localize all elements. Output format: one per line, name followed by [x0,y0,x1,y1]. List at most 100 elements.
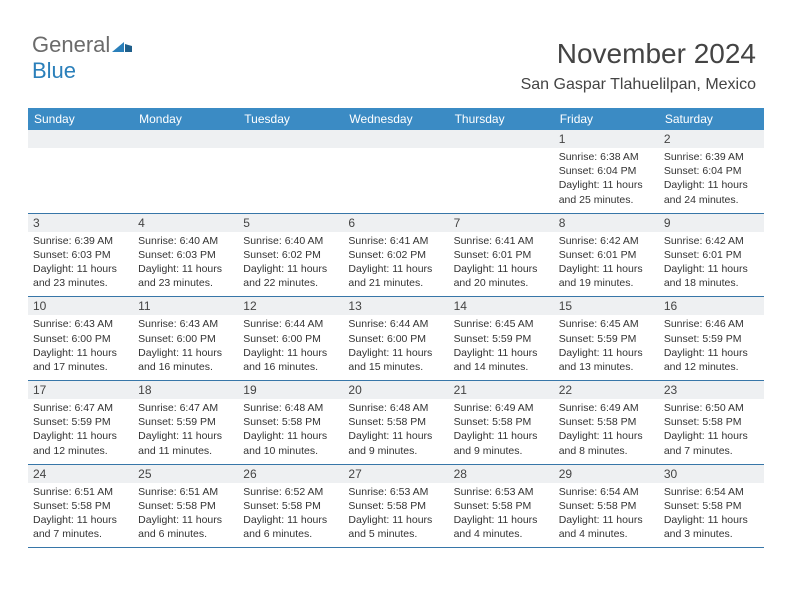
sunrise-label: Sunrise: [454,318,495,330]
sunset-label: Sunset: [243,500,282,512]
calendar-cell: 30Sunrise: 6:54 AMSunset: 5:58 PMDayligh… [659,465,764,548]
day-number: 22 [554,381,659,399]
flag-icon [112,32,132,57]
daylight-label: Daylight: [454,514,498,526]
daylight-label: Daylight: [243,347,287,359]
sunrise-time: 6:50 AM [705,402,744,414]
calendar: Sunday Monday Tuesday Wednesday Thursday… [28,108,764,548]
empty-day [238,130,343,148]
day-info: Sunrise: 6:46 AMSunset: 5:59 PMDaylight:… [664,317,759,374]
sunset-time: 5:59 PM [72,416,111,428]
sunrise-time: 6:45 AM [495,318,534,330]
sunset-label: Sunset: [454,249,493,261]
sunset-time: 5:58 PM [72,500,111,512]
brand-logo: General Blue [32,32,132,84]
day-info: Sunrise: 6:43 AMSunset: 6:00 PMDaylight:… [33,317,128,374]
calendar-cell [133,130,238,213]
sunset-time: 6:03 PM [72,249,111,261]
day-number: 26 [238,465,343,483]
sunrise-label: Sunrise: [33,402,74,414]
day-info: Sunrise: 6:48 AMSunset: 5:58 PMDaylight:… [243,401,338,458]
calendar-cell: 4Sunrise: 6:40 AMSunset: 6:03 PMDaylight… [133,214,238,297]
sunset-label: Sunset: [138,249,177,261]
day-number: 16 [659,297,764,315]
day-info: Sunrise: 6:50 AMSunset: 5:58 PMDaylight:… [664,401,759,458]
sunrise-label: Sunrise: [454,402,495,414]
sunset-time: 5:58 PM [282,500,321,512]
sunrise-time: 6:49 AM [495,402,534,414]
sunrise-label: Sunrise: [243,318,284,330]
day-info: Sunrise: 6:42 AMSunset: 6:01 PMDaylight:… [559,234,654,291]
sunset-time: 5:58 PM [177,500,216,512]
day-info: Sunrise: 6:39 AMSunset: 6:04 PMDaylight:… [664,150,759,207]
day-info: Sunrise: 6:49 AMSunset: 5:58 PMDaylight:… [454,401,549,458]
sunrise-time: 6:43 AM [74,318,113,330]
day-info: Sunrise: 6:44 AMSunset: 6:00 PMDaylight:… [243,317,338,374]
sunrise-time: 6:48 AM [285,402,324,414]
calendar-cell: 29Sunrise: 6:54 AMSunset: 5:58 PMDayligh… [554,465,659,548]
calendar-cell: 10Sunrise: 6:43 AMSunset: 6:00 PMDayligh… [28,297,133,380]
day-number: 9 [659,214,764,232]
sunrise-label: Sunrise: [348,318,389,330]
calendar-week: 10Sunrise: 6:43 AMSunset: 6:00 PMDayligh… [28,297,764,381]
day-info: Sunrise: 6:54 AMSunset: 5:58 PMDaylight:… [559,485,654,542]
sunrise-label: Sunrise: [138,235,179,247]
sunset-label: Sunset: [138,500,177,512]
daylight-label: Daylight: [138,263,182,275]
day-number: 3 [28,214,133,232]
day-info: Sunrise: 6:39 AMSunset: 6:03 PMDaylight:… [33,234,128,291]
brand-line2: Blue [32,58,76,83]
sunrise-time: 6:43 AM [180,318,219,330]
sunset-time: 6:02 PM [282,249,321,261]
calendar-cell: 13Sunrise: 6:44 AMSunset: 6:00 PMDayligh… [343,297,448,380]
calendar-cell [343,130,448,213]
day-number: 6 [343,214,448,232]
sunset-label: Sunset: [664,333,703,345]
sunrise-time: 6:51 AM [74,486,113,498]
calendar-cell: 8Sunrise: 6:42 AMSunset: 6:01 PMDaylight… [554,214,659,297]
sunset-label: Sunset: [664,165,703,177]
day-number: 21 [449,381,554,399]
calendar-cell [449,130,554,213]
sunset-time: 6:00 PM [282,333,321,345]
sunset-time: 6:01 PM [702,249,741,261]
sunset-time: 5:58 PM [702,416,741,428]
calendar-cell: 16 Sunrise: 6:46 AMSunset: 5:59 PMDayligh… [659,297,764,380]
sunset-label: Sunset: [559,416,598,428]
day-info: Sunrise: 6:49 AMSunset: 5:58 PMDaylight:… [559,401,654,458]
calendar-cell: 15Sunrise: 6:45 AMSunset: 5:59 PMDayligh… [554,297,659,380]
empty-day [449,130,554,148]
sunset-label: Sunset: [559,249,598,261]
sunset-time: 6:00 PM [177,333,216,345]
sunset-label: Sunset: [33,500,72,512]
daylight-label: Daylight: [664,347,708,359]
empty-day [343,130,448,148]
day-info: Sunrise: 6:41 AMSunset: 6:01 PMDaylight:… [454,234,549,291]
day-header: Saturday [659,108,764,130]
sunrise-label: Sunrise: [33,318,74,330]
sunset-time: 5:59 PM [597,333,636,345]
sunrise-label: Sunrise: [664,151,705,163]
calendar-cell: 17Sunrise: 6:47 AMSunset: 5:59 PMDayligh… [28,381,133,464]
daylight-label: Daylight: [243,430,287,442]
daylight-label: Daylight: [138,514,182,526]
sunrise-time: 6:40 AM [180,235,219,247]
brand-line1: General [32,32,110,57]
daylight-label: Daylight: [243,514,287,526]
sunset-label: Sunset: [348,500,387,512]
day-number: 15 [554,297,659,315]
day-number: 4 [133,214,238,232]
sunrise-time: 6:49 AM [600,402,639,414]
empty-day [133,130,238,148]
sunset-time: 5:58 PM [702,500,741,512]
day-number: 11 [133,297,238,315]
sunrise-time: 6:39 AM [705,151,744,163]
sunset-label: Sunset: [33,333,72,345]
calendar-cell: 2Sunrise: 6:39 AMSunset: 6:04 PMDaylight… [659,130,764,213]
sunset-label: Sunset: [348,416,387,428]
day-number: 30 [659,465,764,483]
calendar-cell: 22 Sunrise: 6:49 AMSunset: 5:58 PMDayligh… [554,381,659,464]
sunset-time: 5:59 PM [177,416,216,428]
sunrise-label: Sunrise: [454,235,495,247]
sunset-label: Sunset: [33,249,72,261]
